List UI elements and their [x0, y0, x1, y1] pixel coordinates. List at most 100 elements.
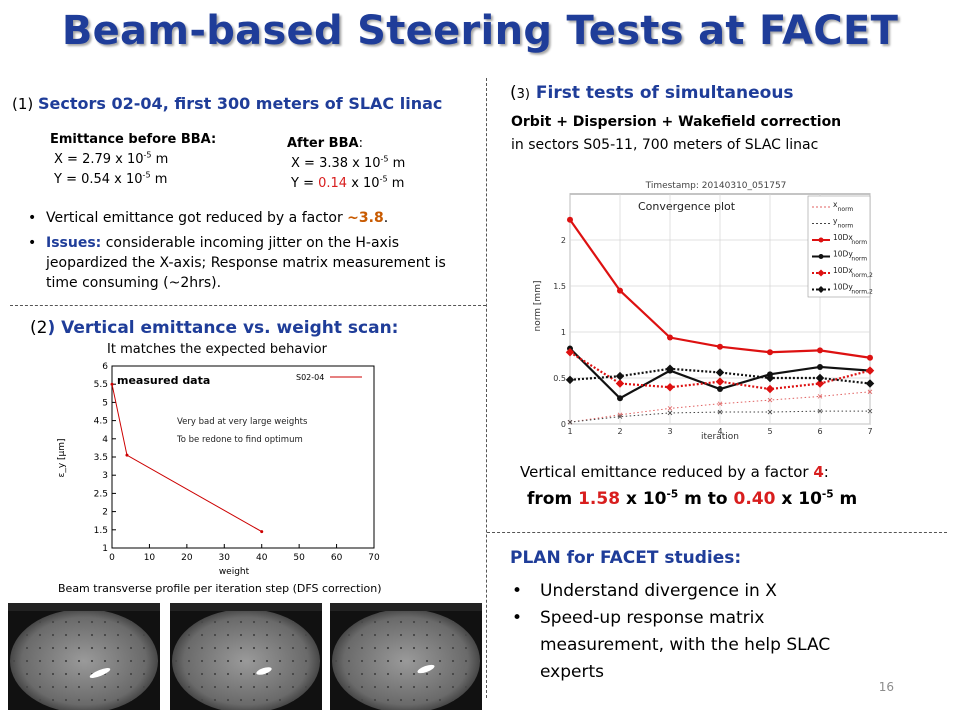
measured-data-label: measured data: [117, 374, 210, 387]
result-line2: from 1.58 x 10-5 m to 0.40 x 10-5 m: [527, 488, 858, 509]
conv-legend-sub: norm: [838, 223, 854, 230]
emittance-before-block: Emittance before BBA: X = 2.79 x 10-5 m …: [50, 130, 216, 190]
y-tick-label: 1: [102, 544, 108, 554]
conv-legend-label: 10Dx: [833, 233, 853, 242]
conv-y-tick-label: 1.5: [553, 282, 566, 291]
conv-legend-label: y: [833, 217, 838, 226]
conv-x-tick-label: 2: [617, 427, 622, 436]
conv-point: [817, 363, 823, 370]
conv-point: [617, 287, 623, 294]
y-tick-label: 6: [102, 362, 108, 372]
conv-point: [867, 354, 873, 361]
conv-legend-marker: [818, 254, 824, 259]
weight-xlabel: weight: [219, 567, 250, 577]
plan-list: Understand divergence in X Speed-up resp…: [512, 578, 872, 686]
sec1-prefix: (1): [12, 95, 34, 113]
conv-legend-sub: norm: [838, 206, 854, 213]
conv-legend-label: x: [833, 200, 838, 209]
conv-point: [867, 389, 873, 395]
y-tick-label: 3: [102, 471, 108, 481]
before-label: Emittance before BBA:: [50, 132, 217, 147]
y-tick-label: 2: [102, 508, 108, 518]
sec1-heading-text: Sectors 02-04, first 300 meters of SLAC …: [38, 94, 443, 113]
conv-ylabel: norm [mm]: [533, 281, 543, 332]
beam-profile-image-3: [330, 603, 482, 710]
conv-y-tick-label: 2: [561, 236, 566, 245]
x-tick-label: 50: [293, 553, 305, 563]
y-tick-label: 4.5: [94, 417, 108, 427]
convergence-timestamp: Timestamp: 20140310_051757: [645, 181, 787, 191]
emittance-after-block: After BBA: X = 3.38 x 10-5 m Y = 0.14 x …: [287, 134, 405, 194]
after-x: X = 3.38 x 10-5 m: [291, 154, 406, 171]
sec2-subtitle: It matches the expected behavior: [107, 342, 327, 357]
profile-caption: Beam transverse profile per iteration st…: [58, 582, 382, 595]
note-line2: To be redone to find optimum: [176, 435, 303, 445]
bullet-issues: Issues: considerable incoming jitter on …: [28, 233, 478, 293]
right-divider: [487, 532, 947, 533]
x-tick-label: 0: [109, 553, 115, 563]
sec2-heading: (2) Vertical emittance vs. weight scan:: [30, 318, 399, 338]
sec3-line3: in sectors S05-11, 700 meters of SLAC li…: [511, 137, 819, 153]
conv-legend-marker: [818, 237, 824, 243]
conv-point: [767, 349, 773, 356]
weight-data-point: [110, 382, 114, 386]
conv-point: [765, 373, 775, 383]
conv-point: [717, 409, 723, 415]
y-tick-label: 1.5: [94, 526, 108, 536]
x-tick-label: 10: [144, 553, 156, 563]
x-tick-label: 70: [368, 553, 380, 563]
weight-data-point: [260, 530, 264, 534]
conv-xlabel: iteration: [701, 432, 739, 440]
conv-x-tick-label: 5: [767, 427, 772, 436]
sec3-heading: (3) First tests of simultaneous: [510, 83, 794, 103]
conv-point: [567, 216, 573, 223]
x-tick-label: 60: [331, 553, 343, 563]
weight-data-point: [125, 453, 129, 457]
y-tick-label: 2.5: [94, 489, 108, 499]
conv-legend-sub: norm,2: [851, 289, 873, 296]
plan-item: Speed-up response matrix measurement, wi…: [512, 605, 872, 686]
before-y: Y = 0.54 x 10-5 m: [54, 170, 168, 187]
conv-point: [817, 394, 823, 399]
conv-point: [567, 419, 573, 425]
conv-x-tick-label: 6: [817, 427, 822, 436]
weight-plot-frame: [111, 365, 375, 549]
legend-label: S02-04: [296, 373, 324, 382]
conv-legend-sub: norm,2: [851, 272, 873, 279]
convergence-plot-label: Convergence plot: [638, 200, 736, 213]
conv-point: [767, 397, 773, 403]
before-x: X = 2.79 x 10-5 m: [54, 150, 169, 167]
conv-x-tick-label: 7: [867, 427, 872, 436]
x-tick-label: 30: [219, 553, 231, 563]
bullet-emittance-reduced: Vertical emittance got reduced by a fact…: [28, 208, 478, 228]
weight-ylabel: ε_y [μm]: [57, 438, 67, 477]
conv-point: [717, 401, 723, 407]
conv-point: [667, 406, 673, 411]
conv-point: [817, 347, 823, 354]
y-tick-label: 5: [102, 398, 108, 408]
conv-point: [717, 343, 723, 350]
y-tick-label: 4: [102, 435, 108, 445]
conv-point: [715, 377, 725, 386]
slide-number: 16: [878, 680, 894, 694]
conv-legend-label: 10Dy: [833, 250, 853, 259]
conv-point: [867, 408, 873, 414]
conv-y-tick-label: 0.5: [553, 374, 566, 383]
conv-point: [617, 414, 623, 419]
sec1-bullets: Vertical emittance got reduced by a fact…: [28, 208, 478, 293]
result-line1: Vertical emittance reduced by a factor 4…: [520, 463, 829, 481]
y-tick-label: 5.5: [94, 380, 108, 390]
conv-legend-label: 10Dx: [833, 266, 853, 275]
vertical-divider: [486, 78, 487, 698]
conv-point: [767, 409, 773, 415]
conv-point: [617, 395, 623, 402]
note-line1: Very bad at very large weights: [177, 417, 308, 427]
conv-point: [717, 386, 723, 393]
convergence-chart: Timestamp: 20140310_051757 1 2 3 4 5 6 7 0 0.5 1 1…: [533, 181, 875, 440]
conv-x-tick-label: 3: [667, 427, 672, 436]
y-tick-label: 3.5: [94, 453, 108, 463]
x-tick-label: 40: [256, 553, 268, 563]
x-tick-label: 20: [181, 553, 193, 563]
conv-legend-sub: norm: [851, 256, 867, 263]
conv-point: [667, 410, 673, 416]
